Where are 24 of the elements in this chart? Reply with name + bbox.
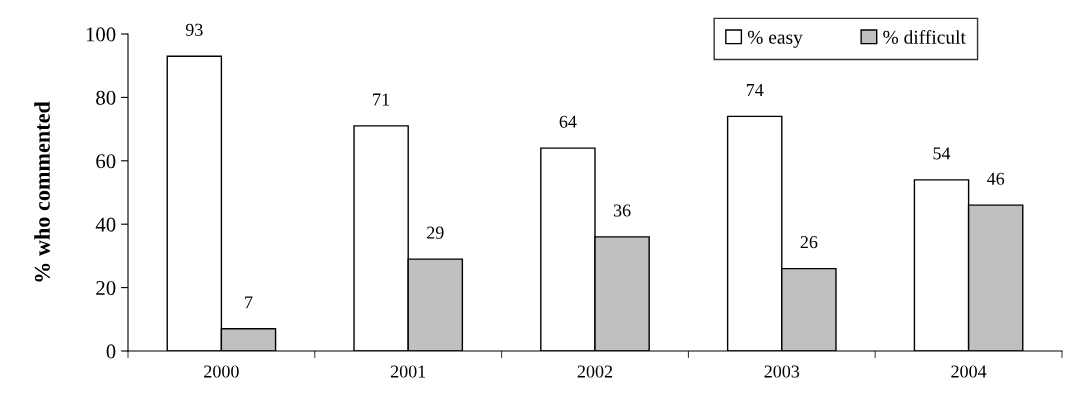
data-label: 46 [987, 172, 1005, 185]
x-tick-label: 2000 [204, 365, 239, 378]
data-label: 71 [373, 93, 390, 106]
y-tick-label: 80 [96, 90, 116, 105]
data-label: 74 [746, 84, 764, 96]
y-tick-label: 100 [86, 27, 116, 42]
x-tick-label: 2001 [390, 365, 426, 378]
data-label: 93 [185, 23, 203, 36]
y-tick-label: 60 [96, 154, 116, 169]
x-tick-label: 2002 [577, 365, 613, 378]
x-tick-label: 2004 [951, 365, 987, 378]
y-tick-label: 0 [106, 344, 116, 359]
data-label: 7 [245, 296, 253, 309]
data-label: 64 [559, 115, 577, 128]
legend-label: % easy [747, 30, 803, 48]
x-tick-label: 2003 [764, 365, 800, 378]
y-axis-title: % who commented [34, 101, 50, 282]
y-tick-label: 20 [96, 280, 116, 296]
data-label: 26 [800, 236, 818, 249]
data-label: 36 [613, 204, 631, 217]
data-label: 29 [427, 226, 444, 239]
y-tick-label: 40 [95, 217, 116, 232]
legend-label: % difficult [883, 29, 966, 44]
data-label: 54 [933, 147, 951, 160]
